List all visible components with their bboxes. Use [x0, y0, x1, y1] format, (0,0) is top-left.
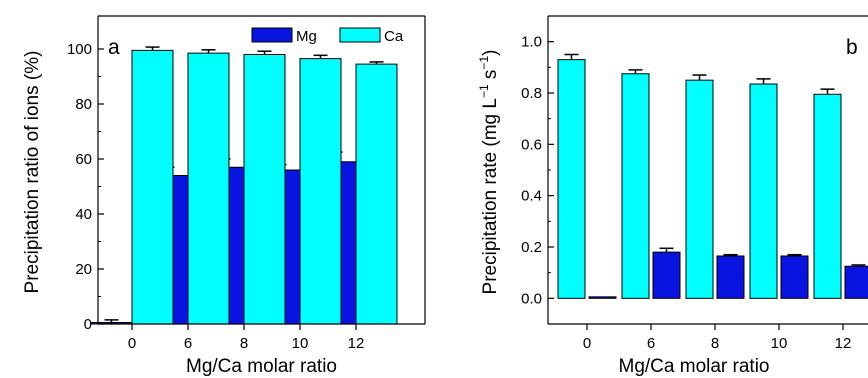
panel-a: 0 20 40 60 80 100 0 6 8 10 12 Mg/Ca molar ratio Prec… [22, 15, 426, 377]
y-tick-label: 0.8 [521, 85, 542, 102]
y-tick-label: 0.6 [521, 136, 542, 153]
x-tick-label-0: 0 [128, 335, 136, 352]
bar-ca-8 [685, 79, 714, 299]
bar-mg-0 [588, 296, 617, 299]
bar-mg-12 [844, 265, 868, 299]
legend-swatch-ca [339, 27, 381, 43]
x-tick-label-6: 6 [184, 335, 192, 352]
y-tick-label: 100 [67, 41, 92, 58]
y-tick-label: 0.2 [521, 239, 542, 256]
bar-ca-0 [131, 49, 174, 325]
y-tick-label: 60 [75, 151, 92, 168]
legend-swatch-mg [251, 27, 293, 43]
legend-label-mg: Mg [296, 28, 317, 45]
x-tick-label-0: 0 [583, 335, 591, 352]
bar-ca-12 [813, 93, 842, 299]
bar-mg-8 [716, 255, 745, 299]
y-tick-label: 1.0 [521, 34, 542, 51]
bar-ca-6 [621, 73, 650, 299]
panel-b: 0.0 0.2 0.4 0.6 0.8 1.0 0 6 8 10 12 Mg/Ca molar rat… [477, 15, 868, 377]
x-tick-label-8: 8 [240, 335, 248, 352]
legend-label-ca: Ca [384, 28, 404, 45]
bar-ca-6 [187, 52, 230, 325]
x-tick-label-6: 6 [647, 335, 655, 352]
y-axis-title: Precipitation rate (mg L−1 s−1) [477, 50, 501, 295]
bar-ca-0 [557, 59, 586, 299]
bar-ca-10 [749, 83, 778, 299]
bar-mg-6 [652, 251, 681, 299]
x-tick-label-8: 8 [711, 335, 719, 352]
y-tick-label: 0.0 [521, 290, 542, 307]
y-tick-label: 40 [75, 206, 92, 223]
y-tick-label: 80 [75, 96, 92, 113]
bar-mg-10 [780, 255, 809, 299]
panel-letter: a [108, 36, 120, 59]
x-axis-title: Mg/Ca molar ratio [186, 356, 337, 377]
x-tick-label-12: 12 [348, 335, 365, 352]
y-axis-title: Precipitation ratio of ions (%) [22, 51, 43, 294]
y-tick-label: 0.4 [521, 188, 542, 205]
bar-ca-10 [299, 58, 342, 325]
bar-ca-8 [243, 54, 286, 325]
y-tick-label: 0 [84, 316, 92, 333]
x-tick-label-12: 12 [835, 335, 852, 352]
y-tick-label: 20 [75, 261, 92, 278]
bar-ca-12 [355, 63, 398, 325]
x-tick-label-10: 10 [292, 335, 309, 352]
panel-letter: b [846, 36, 858, 59]
x-tick-label-10: 10 [771, 335, 788, 352]
x-axis-title: Mg/Ca molar ratio [619, 356, 770, 377]
legend: Mg Ca [251, 27, 404, 45]
